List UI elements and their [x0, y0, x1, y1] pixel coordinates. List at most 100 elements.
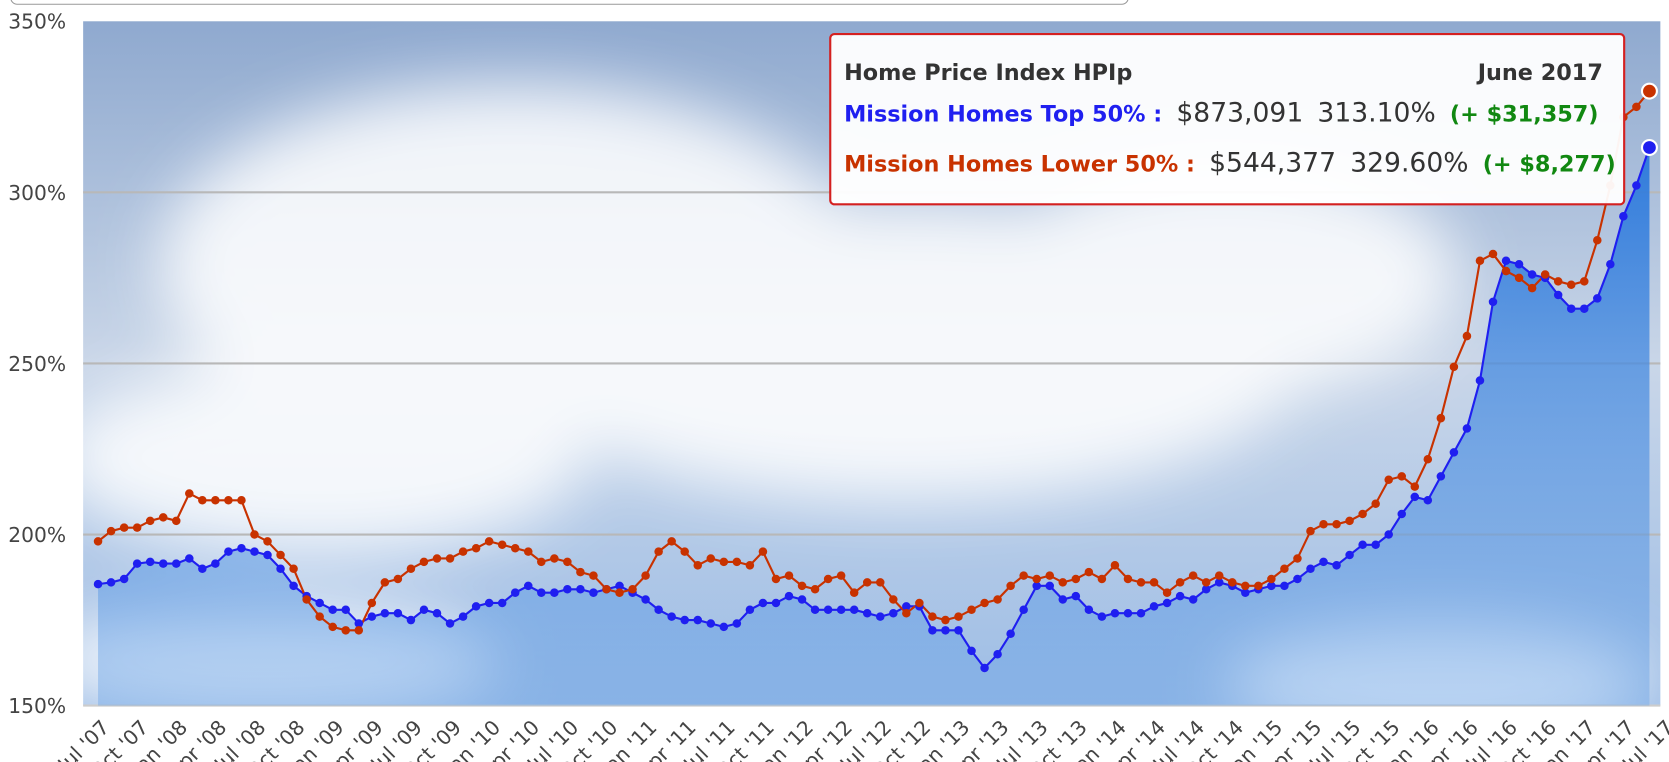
- point: [641, 595, 650, 604]
- point: [1462, 331, 1472, 341]
- point: [132, 559, 142, 568]
- point: [1006, 581, 1015, 591]
- point: [289, 581, 298, 591]
- point: [93, 537, 103, 546]
- y-tick-label: 250%: [8, 352, 66, 376]
- point: [1436, 472, 1446, 481]
- point: [732, 619, 742, 628]
- point: [732, 557, 742, 567]
- point: [758, 547, 768, 556]
- point: [784, 591, 794, 601]
- tooltip-index: 313.10%: [1317, 97, 1435, 128]
- point: [1084, 567, 1094, 577]
- point: [1514, 259, 1524, 269]
- point: [967, 646, 976, 656]
- point: [458, 547, 468, 556]
- point: [1280, 564, 1289, 573]
- tooltip-index: 329.60%: [1350, 147, 1468, 178]
- point: [1293, 574, 1302, 584]
- point: [902, 608, 911, 618]
- point: [706, 619, 716, 628]
- y-tick-label: 350%: [8, 10, 66, 34]
- point: [967, 605, 976, 615]
- point: [550, 588, 559, 597]
- point: [1319, 519, 1328, 529]
- point: [250, 547, 259, 556]
- point: [1593, 236, 1602, 245]
- point: [836, 605, 846, 615]
- point: [406, 615, 416, 625]
- point: [185, 489, 194, 498]
- point: [1019, 605, 1028, 615]
- point: [1241, 588, 1250, 597]
- point: [419, 605, 429, 615]
- point: [941, 615, 950, 625]
- point: [667, 612, 676, 621]
- point: [576, 567, 585, 577]
- point: [1640, 139, 1658, 157]
- point: [1619, 212, 1628, 221]
- point: [615, 588, 624, 597]
- point: [1527, 283, 1537, 293]
- point: [1214, 578, 1224, 587]
- point: [1436, 413, 1446, 423]
- tooltip-change: (+ $8,277): [1483, 151, 1616, 177]
- point: [198, 496, 207, 505]
- point: [315, 598, 324, 608]
- point: [458, 612, 468, 621]
- point: [1632, 102, 1641, 112]
- point: [198, 564, 207, 573]
- point: [1358, 509, 1367, 519]
- point: [1097, 574, 1107, 584]
- point: [263, 537, 272, 546]
- point: [797, 581, 807, 591]
- point: [784, 571, 794, 580]
- point: [224, 496, 233, 505]
- point: [836, 571, 846, 580]
- point: [576, 585, 585, 594]
- point: [1640, 82, 1658, 100]
- point: [745, 605, 755, 615]
- point: [1566, 304, 1576, 313]
- point: [862, 608, 872, 618]
- point: [1397, 472, 1406, 481]
- point: [341, 626, 351, 635]
- point: [1058, 595, 1068, 604]
- point: [1397, 509, 1406, 519]
- point: [771, 574, 781, 584]
- point: [615, 581, 624, 591]
- point: [132, 523, 142, 532]
- area: [98, 147, 1650, 706]
- point: [915, 598, 924, 608]
- point: [1162, 588, 1172, 597]
- point: [589, 571, 598, 580]
- point: [145, 557, 155, 567]
- point: [510, 588, 520, 597]
- point: [106, 578, 116, 587]
- point: [1384, 475, 1393, 485]
- tooltip-title: Home Price Index HPIp: [844, 60, 1132, 86]
- point: [380, 578, 390, 587]
- point: [224, 547, 233, 556]
- point: [745, 561, 755, 570]
- point: [1123, 608, 1133, 618]
- point: [93, 579, 103, 589]
- point: [328, 622, 337, 632]
- point: [406, 564, 416, 573]
- tooltip: Home Price Index HPIp June 2017 Mission …: [829, 32, 1626, 206]
- point: [263, 550, 272, 560]
- point: [1071, 591, 1081, 601]
- point: [589, 588, 598, 597]
- point: [445, 554, 455, 563]
- point: [1332, 519, 1341, 529]
- point: [1358, 540, 1367, 550]
- point: [810, 605, 820, 615]
- point: [1228, 578, 1237, 587]
- point: [1267, 581, 1276, 591]
- marks: [93, 82, 1658, 706]
- point: [719, 557, 729, 567]
- point: [393, 608, 403, 618]
